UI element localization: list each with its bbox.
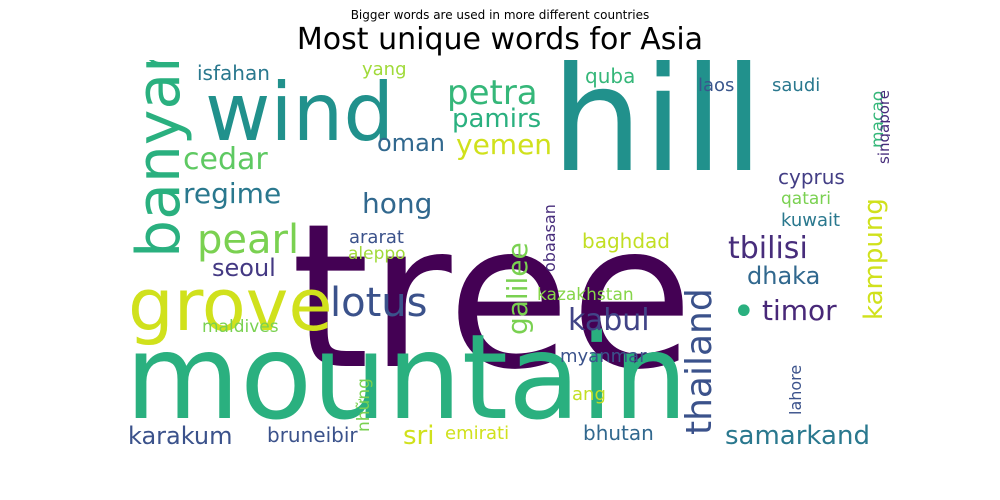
word-macao: macao bbox=[868, 91, 888, 148]
word-bhutan: bhutan bbox=[583, 421, 654, 445]
word-sri: sri bbox=[403, 421, 434, 445]
word-grove: grove bbox=[128, 263, 333, 347]
word-regime: regime bbox=[183, 177, 281, 210]
word-yemen: yemen bbox=[456, 128, 552, 161]
figure-subtitle: Bigger words are used in more different … bbox=[350, 8, 650, 22]
word-samarkand: samarkand bbox=[725, 421, 870, 445]
word-galilee: galilee bbox=[501, 242, 534, 335]
word-isfahan: isfahan bbox=[197, 61, 270, 85]
word-cloud: tree mountain hill wind grove lotus petr… bbox=[125, 60, 890, 445]
word-obaasan: obaasan bbox=[540, 204, 559, 272]
word-petra: petra bbox=[447, 73, 538, 113]
word-quba: quba bbox=[585, 64, 635, 88]
word-kampung: kampung bbox=[859, 198, 889, 320]
word-banyan: lotus bbox=[330, 280, 427, 326]
word-timor: timor bbox=[762, 294, 837, 327]
word-aleppo: aleppo bbox=[348, 244, 406, 264]
word-kuwait: kuwait bbox=[781, 210, 840, 231]
word-myanmar: myanmar bbox=[560, 346, 647, 367]
word-dot: • bbox=[732, 289, 756, 335]
word-oman: oman bbox=[377, 129, 445, 157]
word-wind: wind bbox=[205, 66, 394, 159]
word-tree: tree bbox=[291, 181, 693, 414]
word-cyprus: cyprus bbox=[778, 165, 845, 189]
word-seoul: seoul bbox=[212, 254, 276, 282]
word-hong: hong bbox=[362, 187, 432, 220]
word-yang: yang bbox=[362, 60, 407, 80]
word-dhaka: dhaka bbox=[747, 262, 820, 290]
word-kabul: kabul bbox=[568, 303, 650, 338]
word-ararat: ararat bbox=[349, 227, 404, 248]
word-lotus: banyan bbox=[125, 60, 194, 258]
word-emirati: emirati bbox=[445, 423, 509, 444]
word-hill: hill bbox=[551, 60, 764, 205]
word-mountain: mountain bbox=[125, 308, 688, 445]
word-lahore: lahore bbox=[786, 365, 805, 415]
word-singapore: singapore bbox=[875, 90, 890, 164]
word-karakum: karakum bbox=[128, 422, 233, 445]
word-baghdad: baghdad bbox=[582, 229, 670, 253]
word-pearl: pearl bbox=[197, 217, 299, 263]
word-bruneibir: bruneibir bbox=[267, 423, 358, 445]
word-cedar: cedar bbox=[183, 142, 268, 177]
word-pamirs: pamirs bbox=[452, 104, 541, 134]
word-laos: laos bbox=[698, 75, 734, 96]
word-tbilisi: tbilisi bbox=[728, 231, 808, 266]
word-ang: ang bbox=[572, 384, 606, 405]
word-maldives: maldives bbox=[202, 317, 279, 337]
figure-title: Most unique words for Asia bbox=[296, 22, 704, 57]
word-saudi: saudi bbox=[772, 75, 820, 96]
word-nhung: những bbox=[354, 378, 374, 432]
word-thailand: thailand bbox=[679, 288, 720, 435]
word-kazakhstan: kazakhstan bbox=[537, 285, 634, 305]
word-qatari: qatari bbox=[781, 189, 831, 209]
